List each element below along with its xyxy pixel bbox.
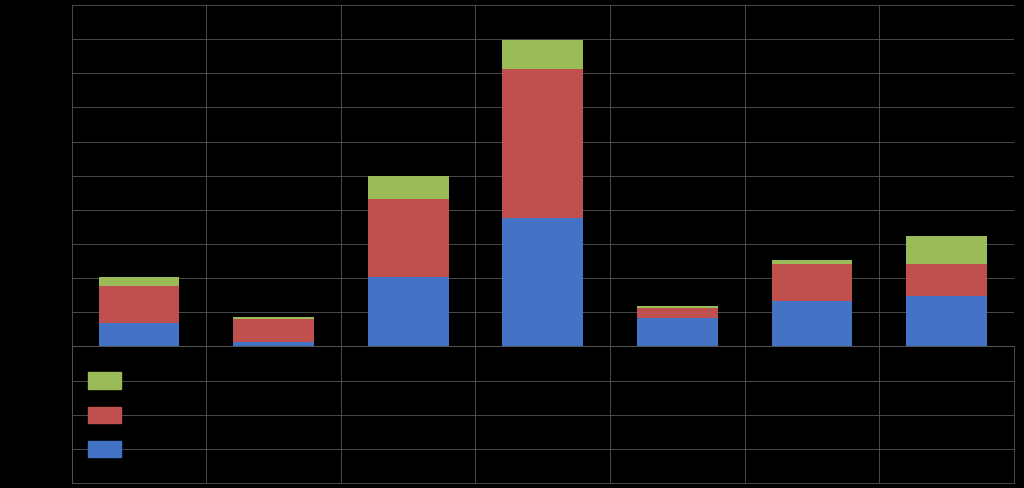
- Bar: [637, 318, 718, 346]
- Bar: [637, 306, 718, 308]
- Bar: [637, 308, 718, 318]
- Bar: [771, 260, 852, 264]
- Bar: [98, 286, 179, 323]
- Bar: [98, 323, 179, 346]
- Bar: [368, 199, 449, 277]
- Bar: [771, 302, 852, 346]
- Bar: [906, 236, 987, 264]
- Bar: [233, 317, 314, 319]
- Bar: [503, 41, 583, 69]
- Bar: [88, 441, 122, 457]
- Bar: [88, 407, 122, 423]
- Bar: [503, 69, 583, 218]
- Bar: [233, 343, 314, 346]
- Bar: [368, 176, 449, 199]
- Bar: [368, 277, 449, 346]
- Bar: [98, 277, 179, 286]
- Bar: [906, 296, 987, 346]
- Bar: [88, 372, 122, 389]
- Bar: [771, 264, 852, 302]
- Bar: [503, 218, 583, 346]
- Bar: [233, 319, 314, 343]
- Bar: [906, 264, 987, 296]
